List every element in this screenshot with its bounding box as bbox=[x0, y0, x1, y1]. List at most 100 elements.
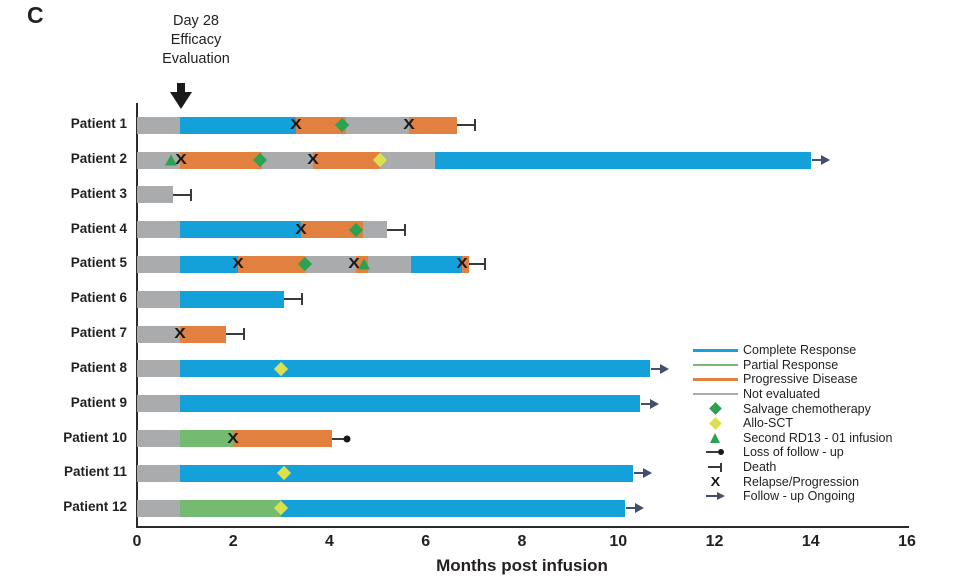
bar-segment-pr bbox=[180, 499, 282, 517]
relapse-x-marker: X bbox=[232, 255, 244, 273]
bar-segment-ne bbox=[137, 290, 181, 308]
patient-label: Patient 8 bbox=[70, 359, 127, 375]
down-arrow-icon bbox=[170, 83, 192, 109]
legend-label: Allo-SCT bbox=[743, 416, 794, 431]
bar-segment-ne bbox=[137, 395, 181, 413]
ongoing-arrow-line bbox=[633, 472, 644, 475]
legend-icon-box bbox=[692, 492, 738, 501]
patient-label: Patient 2 bbox=[70, 151, 127, 167]
tick-label-2: 2 bbox=[228, 533, 238, 550]
x-axis-line bbox=[136, 526, 909, 528]
bar-segment-cr bbox=[180, 116, 296, 134]
relapse-x-marker: X bbox=[290, 116, 302, 134]
bar-segment-cr bbox=[281, 499, 626, 517]
legend-icon-box bbox=[692, 462, 738, 472]
legend-label: Not evaluated bbox=[743, 387, 821, 402]
death-marker-tick bbox=[404, 223, 407, 236]
bar-segment-pd bbox=[238, 255, 306, 273]
panel-label: C bbox=[27, 2, 44, 28]
second-infusion-triangle-marker bbox=[358, 258, 371, 270]
bar-segment-ne bbox=[137, 430, 181, 448]
bar-segment-ne bbox=[137, 186, 174, 204]
legend-label: Progressive Disease bbox=[743, 372, 858, 387]
loss-of-follow-up-icon bbox=[706, 449, 724, 456]
legend-row-line: Complete Response bbox=[692, 343, 892, 358]
bar-segment-cr bbox=[180, 221, 301, 239]
y-axis-line bbox=[136, 103, 138, 527]
patient-label: Patient 7 bbox=[70, 325, 127, 341]
ongoing-arrow-line bbox=[640, 402, 651, 405]
patient-label: Patient 1 bbox=[70, 116, 127, 132]
death-line bbox=[708, 466, 720, 469]
loss-marker-circle bbox=[343, 435, 351, 443]
bar-segment-ne bbox=[346, 116, 409, 134]
death-marker-tick bbox=[242, 328, 245, 341]
tick-label-8: 8 bbox=[517, 533, 527, 550]
legend-icon-box bbox=[692, 416, 738, 430]
ongoing-arrow-head bbox=[635, 503, 645, 514]
death-marker-line bbox=[469, 263, 484, 266]
legend-label: Complete Response bbox=[743, 343, 857, 358]
tick-label-12: 12 bbox=[705, 533, 724, 550]
relapse-x-marker: X bbox=[403, 116, 415, 134]
loss-marker-line bbox=[331, 437, 345, 440]
legend-icon-box bbox=[692, 363, 738, 367]
patient-label: Patient 5 bbox=[70, 255, 127, 271]
legend-label: Follow - up Ongoing bbox=[743, 489, 855, 504]
arrow-head bbox=[716, 492, 725, 501]
death-marker-line bbox=[226, 333, 243, 336]
legend-row-arrow: Follow - up Ongoing bbox=[692, 489, 892, 504]
follow-up-arrow-icon bbox=[705, 492, 725, 501]
bar-segment-pd bbox=[233, 430, 332, 448]
legend-row-death: Death bbox=[692, 460, 892, 475]
patient-label: Patient 11 bbox=[63, 464, 127, 480]
bar-segment-ne bbox=[380, 151, 436, 169]
bar-segment-cr bbox=[180, 464, 633, 482]
ongoing-arrow-head bbox=[642, 468, 652, 479]
relapse-x-marker: X bbox=[174, 325, 187, 343]
legend-icon-box bbox=[692, 392, 738, 396]
patient-label: Patient 9 bbox=[70, 394, 127, 410]
legend-row-loss: Loss of follow - up bbox=[692, 445, 892, 460]
allo-sct-diamond-icon bbox=[708, 416, 722, 430]
death-marker-line bbox=[173, 193, 190, 196]
legend: Complete Response Partial Response Progres… bbox=[692, 343, 892, 504]
tick-label-4: 4 bbox=[325, 533, 334, 550]
bar-segment-ne bbox=[262, 151, 313, 169]
death-marker-tick bbox=[300, 293, 303, 306]
bar-segment-ne bbox=[137, 255, 181, 273]
bar-segment-pd bbox=[180, 325, 227, 343]
ongoing-arrow-head bbox=[649, 398, 659, 409]
bar-segment-ne bbox=[137, 360, 181, 378]
bar-segment-cr bbox=[411, 255, 462, 273]
legend-label: Relapse/Progression bbox=[743, 474, 860, 489]
legend-icon-box bbox=[692, 402, 738, 416]
ongoing-arrow-line bbox=[811, 159, 822, 162]
bar-segment-ne bbox=[368, 255, 412, 273]
bar-segment-ne bbox=[363, 221, 388, 239]
salvage-diamond-icon bbox=[708, 402, 722, 416]
annotation-line-2: Efficacy bbox=[170, 32, 222, 48]
death-marker-tick bbox=[189, 188, 192, 201]
ongoing-arrow-line bbox=[626, 507, 637, 510]
relapse-x-marker: X bbox=[227, 429, 240, 447]
bar-segment-cr bbox=[180, 290, 284, 308]
patient-label: Patient 4 bbox=[70, 220, 127, 236]
bar-segment-pd bbox=[312, 151, 381, 169]
progressive-disease-line-icon bbox=[692, 378, 738, 381]
legend-icon-box bbox=[692, 432, 738, 443]
relapse-x-marker: X bbox=[306, 150, 319, 168]
patient-label: Patient 10 bbox=[63, 429, 127, 445]
bar-segment-ne bbox=[305, 255, 356, 273]
legend-row-diamond: Allo-SCT bbox=[692, 416, 892, 431]
bar-segment-pd bbox=[295, 116, 347, 134]
patient-label: Patient 6 bbox=[70, 290, 127, 306]
relapse-x-icon: X bbox=[710, 474, 720, 490]
annotation-line-3: Evaluation bbox=[162, 51, 230, 67]
tick-label-0: 0 bbox=[132, 533, 142, 550]
ongoing-arrow-line bbox=[650, 367, 661, 370]
relapse-x-marker: X bbox=[456, 255, 468, 273]
day28-annotation: Day 28 Efficacy Evaluation bbox=[146, 12, 246, 69]
relapse-x-marker: X bbox=[347, 255, 360, 273]
